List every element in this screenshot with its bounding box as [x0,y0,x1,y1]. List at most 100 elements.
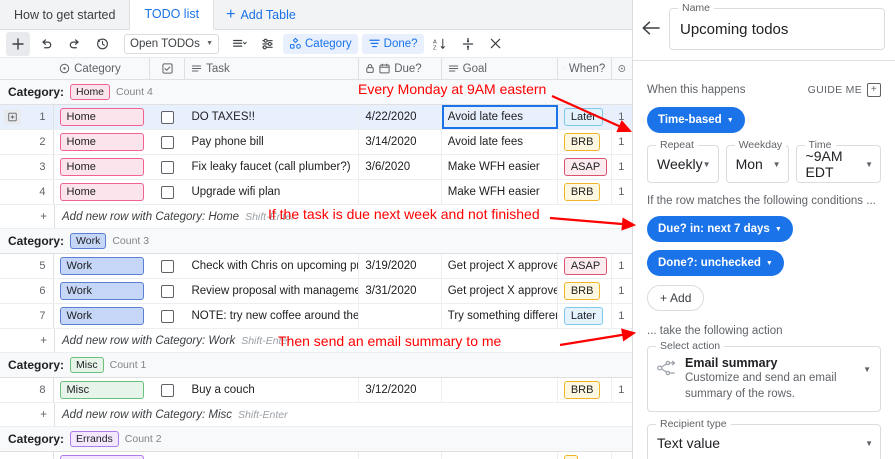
cell-category[interactable]: Work [54,304,151,328]
cell-extra[interactable]: 1 [618,384,625,396]
select-action-field[interactable]: Select action Email summary Customize an… [647,340,881,413]
cell-done[interactable] [150,130,185,154]
cell-due[interactable]: 3/6/2020 [359,155,442,179]
row-gutter[interactable]: 6 [0,279,54,303]
table-row[interactable] [0,452,632,459]
table-row[interactable]: 7 Work NOTE: try new coffee around the b… [0,304,632,329]
column-header-goal[interactable]: Goal [442,58,558,80]
cell-when[interactable]: ASAP [558,155,613,179]
row-gutter[interactable]: 3 [0,155,54,179]
cell-extra[interactable]: 1 [618,161,625,173]
cell-goal[interactable]: Avoid late fees [441,105,558,129]
group-header-work[interactable]: Category: Work Count 3 [0,229,632,254]
condition-pill-due[interactable]: Due? in: next 7 days ▼ [647,216,793,242]
cell-goal[interactable]: Make WFH easier [442,155,558,179]
redo-icon[interactable] [62,32,86,56]
cell-category[interactable]: Home [54,180,151,204]
done-checkbox[interactable] [161,110,175,124]
cell-goal[interactable]: Avoid late fees [442,130,558,154]
cell-extra[interactable]: 1 [618,186,625,198]
table-row[interactable]: 8 Misc Buy a couch 3/12/2020 BRB 1 [0,378,632,403]
split-icon[interactable] [456,32,480,56]
cell-due[interactable] [359,180,442,204]
cell-task[interactable]: Fix leaky faucet (call plumber?) [185,155,360,179]
filter-done-chip[interactable]: Done? [361,33,424,54]
cell-when[interactable]: BRB [558,378,613,402]
cell-done[interactable] [150,304,185,328]
cell-task[interactable]: Buy a couch [185,378,360,402]
row-gutter[interactable]: 8 [0,378,54,402]
cell-task[interactable]: Upgrade wifi plan [185,180,360,204]
tab-how-to-get-started[interactable]: How to get started [0,0,131,29]
repeat-select[interactable]: Repeat Weekly ▼ [647,139,719,183]
group-header-errands[interactable]: Category: Errands Count 2 [0,427,632,452]
history-icon[interactable] [90,32,114,56]
cell-goal[interactable]: Get project X approved [442,254,558,278]
cell-extra[interactable]: 1 [618,260,625,272]
cell-when[interactable]: BRB [558,279,613,303]
add-row-plus-icon[interactable]: + [0,403,55,426]
cell-done[interactable] [150,452,185,459]
add-row-home[interactable]: + Add new row with Category: Home Shift-… [0,205,632,229]
rowheight-icon[interactable] [227,32,251,56]
cell-done[interactable] [150,378,185,402]
filter-settings-icon[interactable] [255,32,279,56]
done-checkbox[interactable] [161,135,175,149]
add-table-button[interactable]: + Add Table [214,0,308,29]
weekday-select[interactable]: Weekday Mon ▼ [725,139,789,183]
column-header-when[interactable]: When? [558,58,613,80]
table-row[interactable]: 3 Home Fix leaky faucet (call plumber?) … [0,155,632,180]
cell-due[interactable]: 3/14/2020 [359,130,442,154]
cell-due[interactable]: 3/31/2020 [359,279,442,303]
done-checkbox[interactable] [161,383,175,397]
cell-when[interactable]: BRB [558,130,613,154]
cell-done[interactable] [150,105,185,129]
cell-done[interactable] [150,180,185,204]
add-row-misc[interactable]: + Add new row with Category: Misc Shift-… [0,403,632,427]
cell-due[interactable] [359,452,442,459]
cell-done[interactable] [150,254,185,278]
table-row[interactable]: 4 Home Upgrade wifi plan Make WFH easier… [0,180,632,205]
group-header-home[interactable]: Category: Home Count 4 [0,80,632,105]
cell-when[interactable]: BRB [558,180,613,204]
add-row-work[interactable]: + Add new row with Category: Work Shift-… [0,329,632,353]
cell-goal[interactable] [442,378,558,402]
cell-extra[interactable] [612,452,632,459]
guide-me-button[interactable]: GUIDE ME + [808,83,881,97]
cell-due[interactable]: 4/22/2020 [359,105,442,129]
cell-goal[interactable]: Try something different [442,304,558,328]
row-gutter[interactable]: 1 [0,105,54,129]
cell-due[interactable]: 3/19/2020 [359,254,442,278]
close-icon[interactable] [484,32,508,56]
cell-when[interactable]: Later [558,105,613,129]
back-arrow-icon[interactable] [641,19,661,40]
cell-category[interactable]: Work [54,279,151,303]
row-gutter[interactable]: 7 [0,304,54,328]
cell-category[interactable]: Home [54,105,151,129]
done-checkbox[interactable] [161,185,175,199]
cell-goal[interactable] [442,452,558,459]
cell-done[interactable] [150,279,185,303]
cell-goal[interactable]: Get project X approved [442,279,558,303]
done-checkbox[interactable] [161,160,175,174]
trigger-type-pill[interactable]: Time-based ▼ [647,107,745,133]
chevron-down-icon[interactable]: ▼ [863,365,871,374]
view-selector[interactable]: Open TODOs ▼ [124,33,219,54]
cell-extra[interactable]: 1 [618,310,625,322]
table-row[interactable]: 5 Work Check with Chris on upcoming pres… [0,254,632,279]
cell-category[interactable]: Work [54,254,151,278]
tab-todo-list[interactable]: TODO list [130,0,215,30]
column-header-category[interactable]: Category [53,58,150,80]
row-gutter[interactable]: 2 [0,130,54,154]
undo-icon[interactable] [34,32,58,56]
table-row[interactable]: 1 Home DO TAXES!! 4/22/2020 Avoid late f… [0,105,632,130]
table-row[interactable]: 6 Work Review proposal with management 3… [0,279,632,304]
expand-row-icon[interactable] [4,109,21,125]
recipient-type-select[interactable]: Recipient type Text value ▼ [647,418,881,459]
cell-task[interactable]: Review proposal with management [185,279,360,303]
column-header-extra[interactable] [612,58,632,80]
column-header-done[interactable] [150,58,186,80]
cell-category[interactable]: Misc [54,378,151,402]
table-row[interactable]: 2 Home Pay phone bill 3/14/2020 Avoid la… [0,130,632,155]
cell-done[interactable] [150,155,185,179]
